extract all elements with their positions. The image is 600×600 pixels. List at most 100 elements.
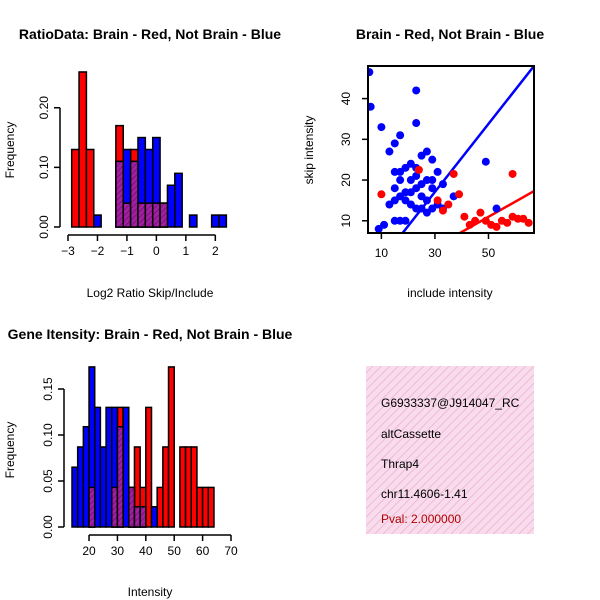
bar-brain [162, 446, 170, 528]
bar-brain [167, 366, 175, 528]
bar-not-brain [122, 406, 130, 528]
point-not-brain [390, 184, 399, 193]
bar-brain [207, 486, 215, 528]
point-brain [503, 218, 512, 227]
point-brain [460, 212, 469, 221]
axes: 10 30 50 10 20 30 40 [339, 92, 495, 260]
y-tick-label: 0.10 [37, 155, 51, 179]
axes: 20 30 40 50 60 70 0.00 0.05 0.10 0.15 [41, 377, 238, 558]
bar-not-brain [188, 214, 198, 228]
y-tick-label: 40 [339, 92, 353, 106]
x-tick-label: 40 [139, 544, 153, 558]
x-tick-label: 50 [482, 246, 496, 260]
point-not-brain [438, 180, 447, 189]
point-not-brain [377, 123, 386, 132]
y-axis-label: skip intensity [302, 116, 316, 185]
x-tick-label: −1 [120, 244, 134, 258]
bar-overlap [111, 486, 119, 528]
bar-not-brain [166, 184, 176, 228]
point-brain [524, 218, 533, 227]
point-not-brain [385, 147, 394, 156]
intensity-histogram: Gene Itensity: Brain - Red, Not Brain - … [3, 326, 293, 599]
bar-brain [184, 446, 192, 528]
scatter-points [368, 68, 533, 233]
bar-overlap [128, 486, 136, 528]
x-axis-label: Log2 Ratio Skip/Include [87, 286, 214, 300]
bar-not-brain [210, 214, 220, 228]
bar-overlap [88, 486, 96, 528]
bar-not-brain [82, 425, 90, 528]
bar-not-brain [150, 506, 158, 528]
point-not-brain [385, 200, 394, 209]
y-tick-label: 0.05 [41, 469, 55, 493]
histogram-bars [71, 366, 215, 528]
bar-brain [145, 406, 153, 528]
point-brain [492, 222, 501, 231]
point-brain [476, 208, 485, 217]
point-brain [438, 206, 447, 215]
x-tick-label: 60 [196, 544, 210, 558]
y-tick-label: 0.10 [41, 423, 55, 447]
p-value: Pval: 2.000000 [381, 512, 461, 526]
x-tick-label: 0 [153, 244, 160, 258]
bar-overlap [129, 160, 139, 228]
y-axis-label: Frequency [3, 122, 17, 179]
x-axis-label: include intensity [407, 286, 492, 300]
point-not-brain [396, 176, 405, 185]
bar-overlap [159, 202, 169, 228]
point-not-brain [406, 176, 415, 185]
point-not-brain [390, 216, 399, 225]
bar-overlap [139, 506, 147, 528]
bar-brain [201, 486, 210, 528]
bar-not-brain [93, 406, 102, 528]
info-panel-background [366, 366, 534, 534]
probe-id: G6933337@J914047_RC [381, 396, 520, 410]
bar-overlap [151, 202, 161, 228]
point-brain [433, 196, 442, 205]
bar-not-brain [99, 446, 107, 528]
x-tick-label: 70 [224, 544, 238, 558]
bar-not-brain [71, 466, 79, 528]
bar-brain [85, 148, 95, 228]
plot-frame [367, 65, 535, 234]
bar-brain [190, 446, 198, 528]
point-not-brain [428, 155, 437, 164]
bar-not-brain [174, 172, 183, 228]
x-tick-label: 2 [212, 244, 219, 258]
red-fit-line [457, 189, 534, 233]
bar-not-brain [76, 446, 85, 528]
bar-overlap [115, 160, 124, 228]
y-tick-label: 0.00 [41, 515, 55, 539]
bar-brain [196, 486, 204, 528]
y-tick-label: 0.00 [37, 215, 51, 239]
y-tick-label: 10 [339, 214, 353, 228]
x-tick-label: −3 [61, 244, 75, 258]
intensity-scatter: Brain - Red, Not Brain - Blue 10 30 50 10 20… [302, 26, 544, 300]
point-not-brain [492, 204, 501, 213]
bar-brain [179, 446, 187, 528]
x-tick-label: −2 [91, 244, 105, 258]
point-not-brain [390, 139, 399, 148]
bar-not-brain [93, 214, 102, 228]
point-not-brain [412, 119, 421, 128]
bar-overlap [116, 425, 124, 528]
gene-name: Thrap4 [381, 457, 419, 471]
histogram-bars [70, 71, 228, 228]
chart-title: Brain - Red, Not Brain - Blue [356, 26, 544, 42]
point-not-brain [433, 167, 442, 176]
point-brain [471, 216, 480, 225]
point-brain [449, 169, 458, 178]
bar-overlap [122, 202, 132, 228]
point-not-brain [422, 196, 431, 205]
x-tick-label: 20 [82, 544, 96, 558]
y-tick-label: 20 [339, 173, 353, 187]
x-tick-label: 1 [183, 244, 190, 258]
bar-not-brain [105, 406, 113, 528]
point-brain [414, 165, 423, 174]
x-tick-label: 50 [168, 544, 182, 558]
event-type: altCassette [381, 427, 441, 441]
chart-title: Gene Itensity: Brain - Red, Not Brain - … [8, 326, 293, 342]
point-not-brain [422, 147, 431, 156]
bar-brain [70, 148, 80, 228]
